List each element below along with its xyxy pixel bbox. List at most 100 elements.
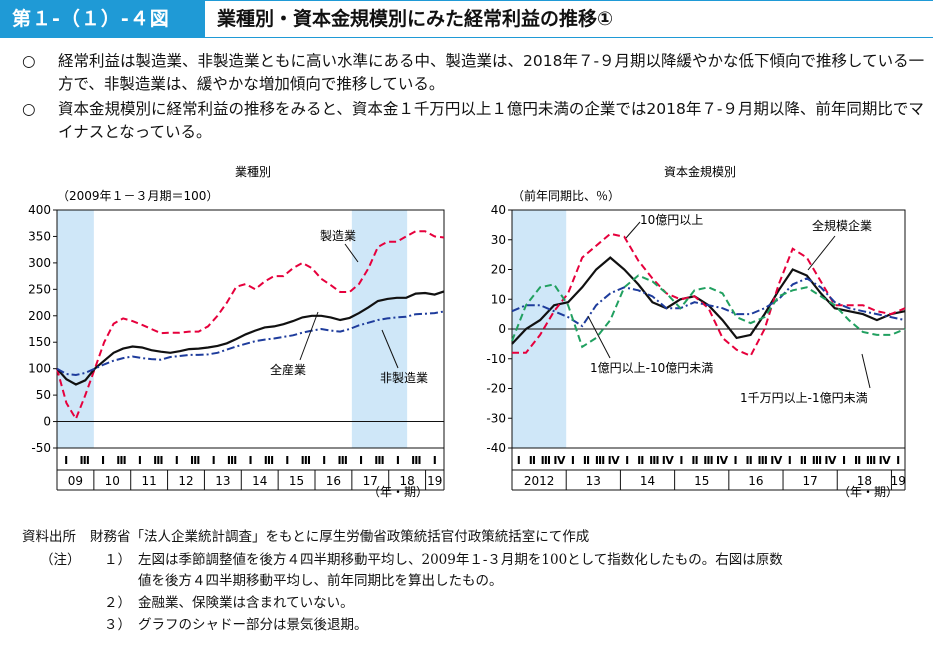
x-tick-label: Ⅲ: [116, 454, 126, 467]
y-axis-label: （前年同期比、％）: [512, 188, 620, 203]
year-label: 18: [857, 474, 872, 488]
annotation-1sen-1oku: 1千万円以上-1億円未満: [740, 391, 868, 405]
x-tick-label: Ⅰ: [138, 454, 142, 467]
x-tick-label: Ⅱ: [800, 454, 807, 467]
series-line-全産業: [56, 290, 445, 386]
x-tick-label: Ⅱ: [637, 454, 644, 467]
x-tick-label: Ⅲ: [190, 454, 200, 467]
x-tick-label: Ⅲ: [337, 454, 347, 467]
y-tick-label: -20: [486, 382, 506, 396]
x-tick-label: Ⅰ: [212, 454, 216, 467]
x-tick-label: Ⅰ: [788, 454, 792, 467]
x-tick-label: Ⅱ: [691, 454, 698, 467]
x-tick-label: Ⅲ: [595, 454, 605, 467]
bullet-text: 資本金規模別に経常利益の推移をみると、資本金１千万円以上１億円未満の企業では20…: [58, 100, 924, 141]
x-tick-label: Ⅲ: [649, 454, 659, 467]
annotation-leader: [381, 329, 399, 369]
y-tick-label: -40: [486, 441, 506, 455]
annotation-leader: [344, 243, 359, 263]
charts-area: 業種別 （2009年１－３月期＝100） -500501001502002503…: [28, 164, 906, 499]
y-tick-label: 20: [491, 263, 506, 277]
figure-title: 業種別・資本金規模別にみた経常利益の推移①: [205, 0, 933, 38]
note-number: ３）: [104, 617, 131, 633]
x-tick-label: Ⅰ: [734, 454, 738, 467]
capital-size-chart: 資本金規模別 （前年同期比、％） -40 -30 -20 -10 0 10 20 30 40 Ⅰ…: [486, 164, 905, 499]
x-tick-label: Ⅲ: [541, 454, 551, 467]
year-label: 14: [640, 474, 655, 488]
note-text: グラフのシャドー部分は景気後退期。: [138, 617, 368, 633]
y-tick-label: 10: [491, 292, 506, 306]
x-tick-label: Ⅳ: [716, 454, 729, 467]
x-tick-label: Ⅰ: [679, 454, 683, 467]
x-tick-label: Ⅳ: [770, 454, 783, 467]
title-bar: 第１-（１）-４図 業種別・資本金規模別にみた経常利益の推移①: [0, 0, 933, 38]
recession-shade: [351, 210, 408, 448]
y-axis-label: （2009年１－３月期＝100）: [57, 189, 218, 203]
note-text: 値を後方４四半期移動平均し、前年同期比を算出したもの。: [138, 573, 503, 589]
x-tick-label: Ⅰ: [396, 454, 400, 467]
y-tick-label: -30: [486, 411, 506, 425]
x-tick-label: Ⅳ: [662, 454, 675, 467]
x-tick-label: Ⅲ: [264, 454, 274, 467]
x-tick-label: Ⅲ: [227, 454, 237, 467]
x-tick-label: Ⅰ: [896, 454, 900, 467]
x-tick-label: Ⅱ: [583, 454, 590, 467]
x-tick-label: Ⅰ: [175, 454, 179, 467]
series-line-全規模企業: [511, 256, 906, 345]
bullet-mark: ○: [22, 52, 36, 70]
annotation-manufacturing: 製造業: [320, 229, 356, 243]
y-tick-label: 250: [28, 282, 51, 296]
annotation-leader: [587, 315, 611, 359]
note-number: ２）: [104, 595, 131, 611]
x-tick-label: Ⅰ: [571, 454, 575, 467]
annotation-leader: [625, 221, 641, 239]
annotation-zen-kibo: 全規模企業: [812, 218, 872, 233]
year-label: 09: [68, 474, 83, 488]
annotation-leader: [807, 235, 836, 271]
year-label: 19: [891, 474, 906, 488]
x-tick-label: Ⅰ: [359, 454, 363, 467]
annotation-1oku-10oku: 1億円以上-10億円未満: [590, 361, 713, 375]
y-tick-label: 400: [28, 203, 51, 217]
y-tick-label: -50: [31, 441, 51, 455]
annotation-non-manufacturing: 非製造業: [380, 371, 428, 385]
year-label: 17: [363, 474, 378, 488]
y-tick-label: -10: [486, 352, 506, 366]
x-tick-label: Ⅰ: [433, 454, 437, 467]
x-tick-label: Ⅰ: [64, 454, 68, 467]
year-label: 16: [748, 474, 763, 488]
x-tick-label: Ⅳ: [608, 454, 621, 467]
figure-label: 第１-（１）-４図: [0, 0, 205, 38]
year-label: 17: [802, 474, 817, 488]
series-line-製造業: [56, 230, 445, 422]
x-axis-label: （年・期）: [838, 485, 898, 499]
industry-chart: 業種別 （2009年１－３月期＝100） -50 0 50 100 150 200 250 3…: [28, 165, 445, 499]
y-tick-label: 0: [43, 415, 51, 429]
x-tick-label: Ⅲ: [301, 454, 311, 467]
x-tick-label: Ⅳ: [824, 454, 837, 467]
x-tick-label: Ⅲ: [866, 454, 876, 467]
series-line-1億円以上-10億円未満: [511, 277, 906, 328]
annotation-10oku-ijo: 10億円以上: [640, 213, 703, 227]
y-tick-label: 300: [28, 256, 51, 270]
note-text: 金融業、保険業は含まれていない。: [138, 595, 354, 611]
x-tick-label: Ⅲ: [703, 454, 713, 467]
x-tick-label: Ⅰ: [625, 454, 629, 467]
x-tick-label: Ⅰ: [517, 454, 521, 467]
y-tick-label: 0: [498, 322, 506, 336]
year-label: 15: [289, 474, 304, 488]
plot-frame: [56, 209, 445, 449]
note-text: 左図は季節調整値を後方４四半期移動平均し、2009年１-３月期を100として指数…: [138, 552, 783, 568]
x-tick-label: Ⅲ: [79, 454, 89, 467]
annotation-leader: [861, 353, 871, 389]
y-tick-label: 30: [491, 233, 506, 247]
y-tick-label: 350: [28, 229, 51, 243]
chart-title: 資本金規模別: [664, 164, 736, 179]
annotation-all-industry: 全産業: [270, 362, 306, 377]
year-label: 19: [427, 474, 442, 488]
summary-bullet: ○ 資本金規模別に経常利益の推移をみると、資本金１千万円以上１億円未満の企業では…: [22, 98, 927, 144]
year-label: 15: [694, 474, 709, 488]
x-tick-label: Ⅲ: [812, 454, 822, 467]
series-line-10億円以上: [512, 232, 906, 358]
y-tick-label: 50: [36, 388, 51, 402]
